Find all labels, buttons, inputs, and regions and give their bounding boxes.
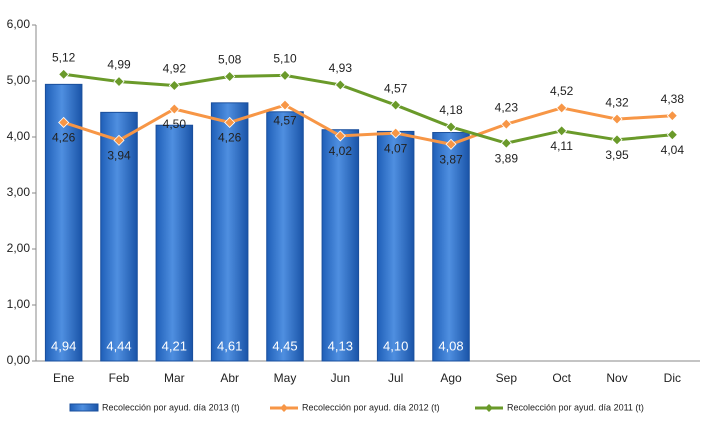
marker bbox=[113, 75, 125, 88]
marker bbox=[611, 113, 623, 125]
line bbox=[63, 72, 673, 145]
marker bbox=[58, 68, 70, 80]
legend-marker bbox=[280, 404, 288, 412]
marker bbox=[390, 127, 402, 139]
x-tick-label: Oct bbox=[552, 371, 571, 385]
bar bbox=[210, 102, 249, 362]
line-value-label: 4,92 bbox=[163, 62, 187, 76]
x-tick-label: Ago bbox=[440, 371, 462, 385]
bar-value-label: 4,44 bbox=[106, 338, 131, 353]
bar bbox=[44, 83, 83, 362]
marker bbox=[334, 79, 346, 91]
marker bbox=[168, 79, 180, 92]
bar bbox=[321, 129, 360, 362]
x-tick-label: Jul bbox=[388, 371, 403, 385]
line-value-label: 5,12 bbox=[52, 50, 76, 64]
legend-label: Recolección por ayud. día 2012 (t) bbox=[302, 402, 440, 412]
line-value-label: 4,02 bbox=[329, 144, 353, 158]
marker bbox=[224, 116, 236, 129]
legend-swatch bbox=[69, 403, 99, 412]
line-value-label: 3,94 bbox=[107, 149, 131, 163]
marker bbox=[168, 103, 180, 115]
bar-value-label: 4,21 bbox=[162, 338, 187, 353]
line-value-label: 4,04 bbox=[661, 143, 685, 157]
bar-value-label: 4,13 bbox=[328, 338, 353, 353]
marker bbox=[445, 121, 457, 133]
bar-value-label: 4,94 bbox=[51, 338, 76, 353]
x-tick-label: May bbox=[274, 371, 297, 385]
line-value-label: 4,23 bbox=[495, 100, 519, 114]
x-tick-label: Jun bbox=[331, 371, 350, 385]
bar-value-label: 4,45 bbox=[272, 338, 297, 353]
line bbox=[63, 103, 673, 146]
y-tick-label: 5,00 bbox=[7, 73, 31, 87]
marker bbox=[666, 129, 678, 141]
legend-label: Recolección por ayud. día 2011 (t) bbox=[507, 402, 644, 412]
marker bbox=[445, 138, 457, 150]
line-value-label: 4,50 bbox=[163, 117, 187, 131]
x-tick-label: Nov bbox=[606, 371, 627, 385]
line-value-label: 3,95 bbox=[605, 148, 629, 162]
line-value-label: 4,57 bbox=[384, 81, 408, 95]
marker bbox=[556, 125, 568, 137]
x-tick-label: Ene bbox=[53, 371, 75, 385]
line-value-label: 4,99 bbox=[107, 58, 131, 72]
x-tick-label: Abr bbox=[220, 371, 239, 385]
bar bbox=[155, 124, 194, 362]
x-tick-label: Feb bbox=[109, 371, 130, 385]
marker bbox=[113, 134, 125, 146]
bar bbox=[432, 132, 470, 362]
y-tick-label: 3,00 bbox=[7, 185, 31, 199]
marker bbox=[279, 99, 291, 111]
y-tick-label: 0,00 bbox=[7, 353, 31, 367]
y-tick-label: 2,00 bbox=[7, 241, 31, 255]
line-value-label: 4,07 bbox=[384, 141, 408, 155]
line-value-label: 5,10 bbox=[273, 52, 297, 66]
x-tick-label: Mar bbox=[164, 371, 185, 385]
bar-value-label: 4,08 bbox=[438, 338, 463, 353]
marker bbox=[611, 134, 623, 146]
marker bbox=[224, 70, 236, 83]
line-value-label: 3,89 bbox=[495, 151, 519, 165]
x-tick-label: Sep bbox=[496, 371, 518, 385]
line-value-label: 4,38 bbox=[661, 92, 685, 106]
marker bbox=[334, 130, 346, 142]
legend-marker bbox=[485, 404, 493, 412]
marker bbox=[666, 110, 678, 122]
bar bbox=[266, 111, 304, 362]
x-tick-label: Dic bbox=[664, 371, 681, 385]
marker bbox=[500, 118, 512, 130]
y-tick-label: 4,00 bbox=[7, 129, 31, 143]
bar-value-label: 4,10 bbox=[383, 338, 408, 353]
marker bbox=[390, 99, 402, 111]
bar-value-label: 4,61 bbox=[217, 338, 242, 353]
bar bbox=[100, 111, 138, 362]
marker bbox=[58, 116, 70, 129]
line-value-label: 3,87 bbox=[439, 152, 463, 166]
bar bbox=[376, 130, 415, 362]
marker bbox=[500, 137, 512, 149]
marker bbox=[279, 69, 291, 81]
marker bbox=[556, 102, 568, 114]
line-value-label: 4,52 bbox=[550, 84, 574, 98]
y-tick-label: 1,00 bbox=[7, 297, 31, 311]
line-value-label: 4,57 bbox=[273, 113, 297, 127]
line-value-label: 4,11 bbox=[550, 139, 573, 153]
line-value-label: 4,26 bbox=[52, 131, 76, 145]
line-value-label: 5,08 bbox=[218, 53, 242, 67]
line-value-label: 4,93 bbox=[329, 61, 353, 75]
line-value-label: 4,26 bbox=[218, 131, 242, 145]
line-value-label: 4,32 bbox=[605, 95, 629, 109]
legend-label: Recolección por ayud. día 2013 (t) bbox=[102, 402, 240, 412]
line-value-label: 4,18 bbox=[439, 103, 463, 117]
y-tick-label: 6,00 bbox=[7, 17, 31, 31]
